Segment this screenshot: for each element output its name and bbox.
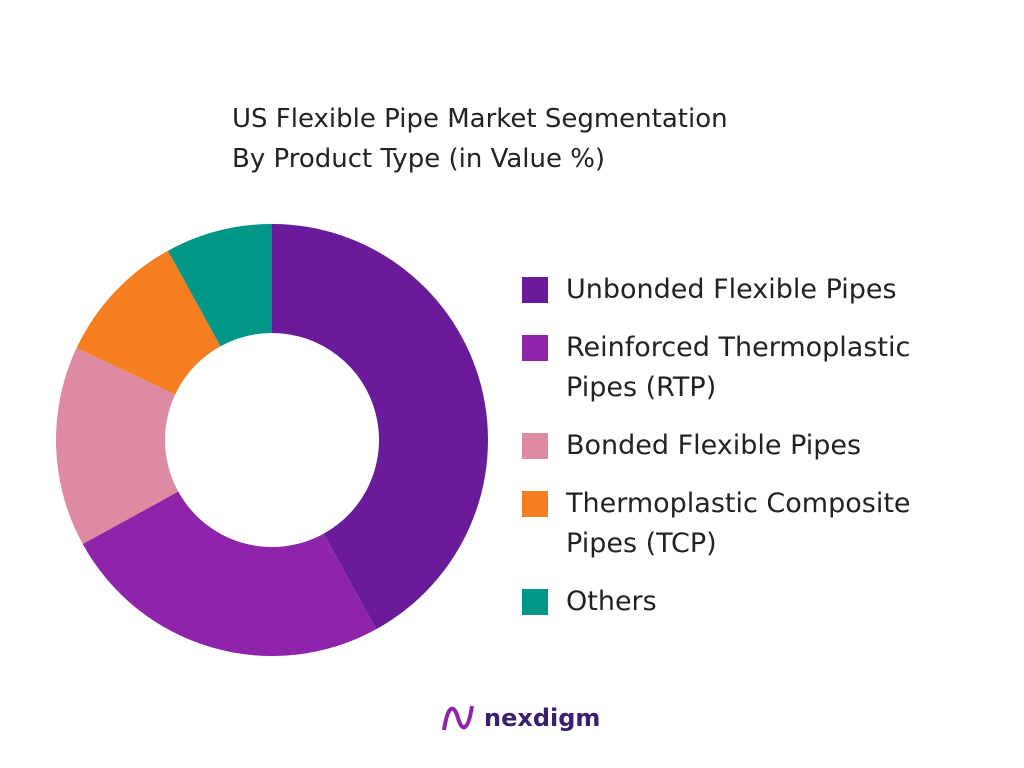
legend-swatch	[522, 589, 548, 615]
brand: nexdigm	[440, 700, 600, 736]
legend-label: Unbonded Flexible Pipes	[566, 274, 897, 305]
brand-logo	[442, 705, 474, 731]
legend-item: Unbonded Flexible Pipes	[522, 270, 982, 310]
donut-segment	[82, 491, 377, 656]
donut-segment	[272, 224, 489, 630]
legend-swatch	[522, 433, 548, 459]
donut-segment	[167, 224, 272, 347]
legend-swatch	[522, 277, 548, 303]
brand-text: nexdigm	[484, 704, 601, 732]
legend-label: Others	[566, 586, 657, 617]
legend-item: Bonded Flexible Pipes	[522, 426, 982, 466]
legend-label: Bonded Flexible Pipes	[566, 430, 862, 461]
legend-label: Reinforced Thermoplastic Pipes (RTP)	[566, 332, 911, 403]
legend-item: Reinforced Thermoplastic Pipes (RTP)	[522, 328, 982, 408]
legend: Unbonded Flexible Pipes Reinforced Thermo…	[522, 270, 982, 640]
legend-swatch	[522, 491, 548, 517]
legend-label: Thermoplastic Composite Pipes (TCP)	[566, 488, 911, 559]
legend-item: Others	[522, 582, 982, 622]
donut-segment	[55, 348, 179, 545]
donut-segment	[76, 250, 221, 395]
legend-swatch	[522, 335, 548, 361]
chart-subtitle: By Product Type (in Value %)	[232, 144, 606, 174]
legend-item: Thermoplastic Composite Pipes (TCP)	[522, 484, 982, 564]
chart-title: US Flexible Pipe Market Segmentation	[232, 104, 728, 134]
